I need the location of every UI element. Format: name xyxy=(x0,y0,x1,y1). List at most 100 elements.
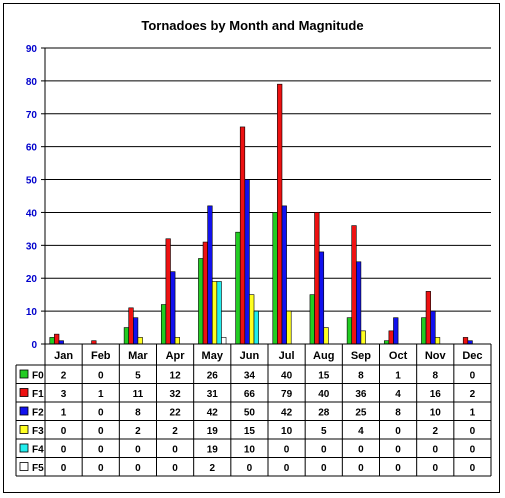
data-label: 2 xyxy=(470,389,476,400)
bar-f3 xyxy=(137,337,143,345)
y-tick-label: 0 xyxy=(31,340,37,351)
data-label: 40 xyxy=(318,389,330,400)
data-label: 10 xyxy=(430,408,442,419)
data-label: 32 xyxy=(170,389,182,400)
data-label: 0 xyxy=(98,445,104,456)
data-label: 19 xyxy=(207,445,219,456)
legend-swatch-f4 xyxy=(19,443,29,453)
bar-f1 xyxy=(202,241,208,345)
x-tick-label: Jun xyxy=(240,350,260,362)
data-label: 66 xyxy=(244,389,256,400)
data-label: 0 xyxy=(395,463,401,474)
y-tick-label: 20 xyxy=(26,274,38,285)
data-label: 0 xyxy=(432,445,438,456)
data-label: 2 xyxy=(61,371,67,382)
bar-f1 xyxy=(462,337,469,345)
bar-f0 xyxy=(198,258,204,345)
data-label: 2 xyxy=(135,426,141,437)
bar-f3 xyxy=(360,330,366,345)
bar-f0 xyxy=(309,294,315,345)
data-label: 0 xyxy=(61,426,67,437)
y-tick-label: 50 xyxy=(26,176,38,187)
data-label: 79 xyxy=(281,389,293,400)
bar-f2 xyxy=(356,261,362,345)
data-label: 11 xyxy=(133,389,144,400)
data-label: 0 xyxy=(98,408,104,419)
data-label: 34 xyxy=(244,371,256,382)
data-label: 1 xyxy=(395,371,401,382)
chart-title: Tornadoes by Month and Magnitude xyxy=(141,18,364,33)
data-label: 0 xyxy=(98,371,104,382)
data-label: 0 xyxy=(172,445,178,456)
data-label: 22 xyxy=(170,408,182,419)
bar-f1 xyxy=(314,212,320,345)
data-label: 10 xyxy=(244,445,256,456)
data-label: 26 xyxy=(207,371,219,382)
y-tick-label: 70 xyxy=(26,110,38,121)
x-tick-label: Dec xyxy=(462,350,482,362)
bar-f2 xyxy=(281,205,287,345)
legend-label: F5 xyxy=(32,463,44,474)
data-label: 0 xyxy=(247,463,253,474)
data-label: 4 xyxy=(358,426,364,437)
legend-swatch-f0 xyxy=(19,369,29,379)
bar-f1 xyxy=(239,126,246,345)
bar-f0 xyxy=(272,212,278,345)
data-label: 0 xyxy=(61,445,67,456)
data-label: 2 xyxy=(432,426,438,437)
data-label: 5 xyxy=(135,371,141,382)
bar-f2 xyxy=(170,271,176,345)
data-label: 0 xyxy=(135,445,141,456)
bar-f1 xyxy=(165,238,171,345)
data-label: 15 xyxy=(318,371,330,382)
bar-f2 xyxy=(133,317,139,345)
data-label: 4 xyxy=(395,389,401,400)
data-label: 1 xyxy=(61,408,67,419)
data-label: 1 xyxy=(98,389,104,400)
x-tick-label: Oct xyxy=(389,350,408,362)
data-label: 3 xyxy=(61,389,67,400)
data-label: 0 xyxy=(61,463,67,474)
data-label: 0 xyxy=(98,426,104,437)
data-label: 0 xyxy=(470,371,476,382)
bar-f5 xyxy=(221,337,227,345)
y-tick-label: 10 xyxy=(26,307,38,318)
y-tick-label: 30 xyxy=(26,241,38,252)
bar-f0 xyxy=(421,317,427,345)
x-tick-label: Mar xyxy=(128,350,148,362)
data-label: 0 xyxy=(98,463,104,474)
legend-label: F0 xyxy=(32,371,44,382)
bar-f1 xyxy=(388,330,394,345)
data-label: 0 xyxy=(135,463,141,474)
legend-swatch-f3 xyxy=(19,425,29,434)
data-label: 0 xyxy=(284,463,290,474)
data-label: 16 xyxy=(430,389,442,400)
bar-f1 xyxy=(128,307,134,345)
x-tick-label: Aug xyxy=(313,350,334,362)
bar-f4 xyxy=(253,310,259,345)
y-tick-label: 60 xyxy=(26,143,38,154)
x-tick-label: Nov xyxy=(425,350,447,362)
data-label: 8 xyxy=(358,371,364,382)
bar-f2 xyxy=(207,205,213,345)
bar-f2 xyxy=(244,179,250,345)
bar-f3 xyxy=(286,310,292,345)
bar-f1 xyxy=(277,83,283,345)
legend-label: F3 xyxy=(32,426,44,437)
legend-swatch-f1 xyxy=(19,388,29,397)
bar-f0 xyxy=(346,317,353,345)
data-label: 8 xyxy=(432,371,438,382)
x-tick-label: Feb xyxy=(91,350,111,362)
data-label: 0 xyxy=(284,445,290,456)
bar-f1 xyxy=(54,333,60,345)
x-tick-label: May xyxy=(202,350,224,362)
data-label: 0 xyxy=(470,445,476,456)
data-label: 0 xyxy=(470,463,476,474)
data-label: 2 xyxy=(209,463,215,474)
legend-label: F2 xyxy=(32,408,44,419)
x-tick-label: Apr xyxy=(166,350,186,362)
x-tick-label: Jul xyxy=(279,350,295,362)
data-label: 42 xyxy=(207,408,219,419)
x-tick-label: Sep xyxy=(351,350,371,362)
data-label: 31 xyxy=(207,389,219,400)
